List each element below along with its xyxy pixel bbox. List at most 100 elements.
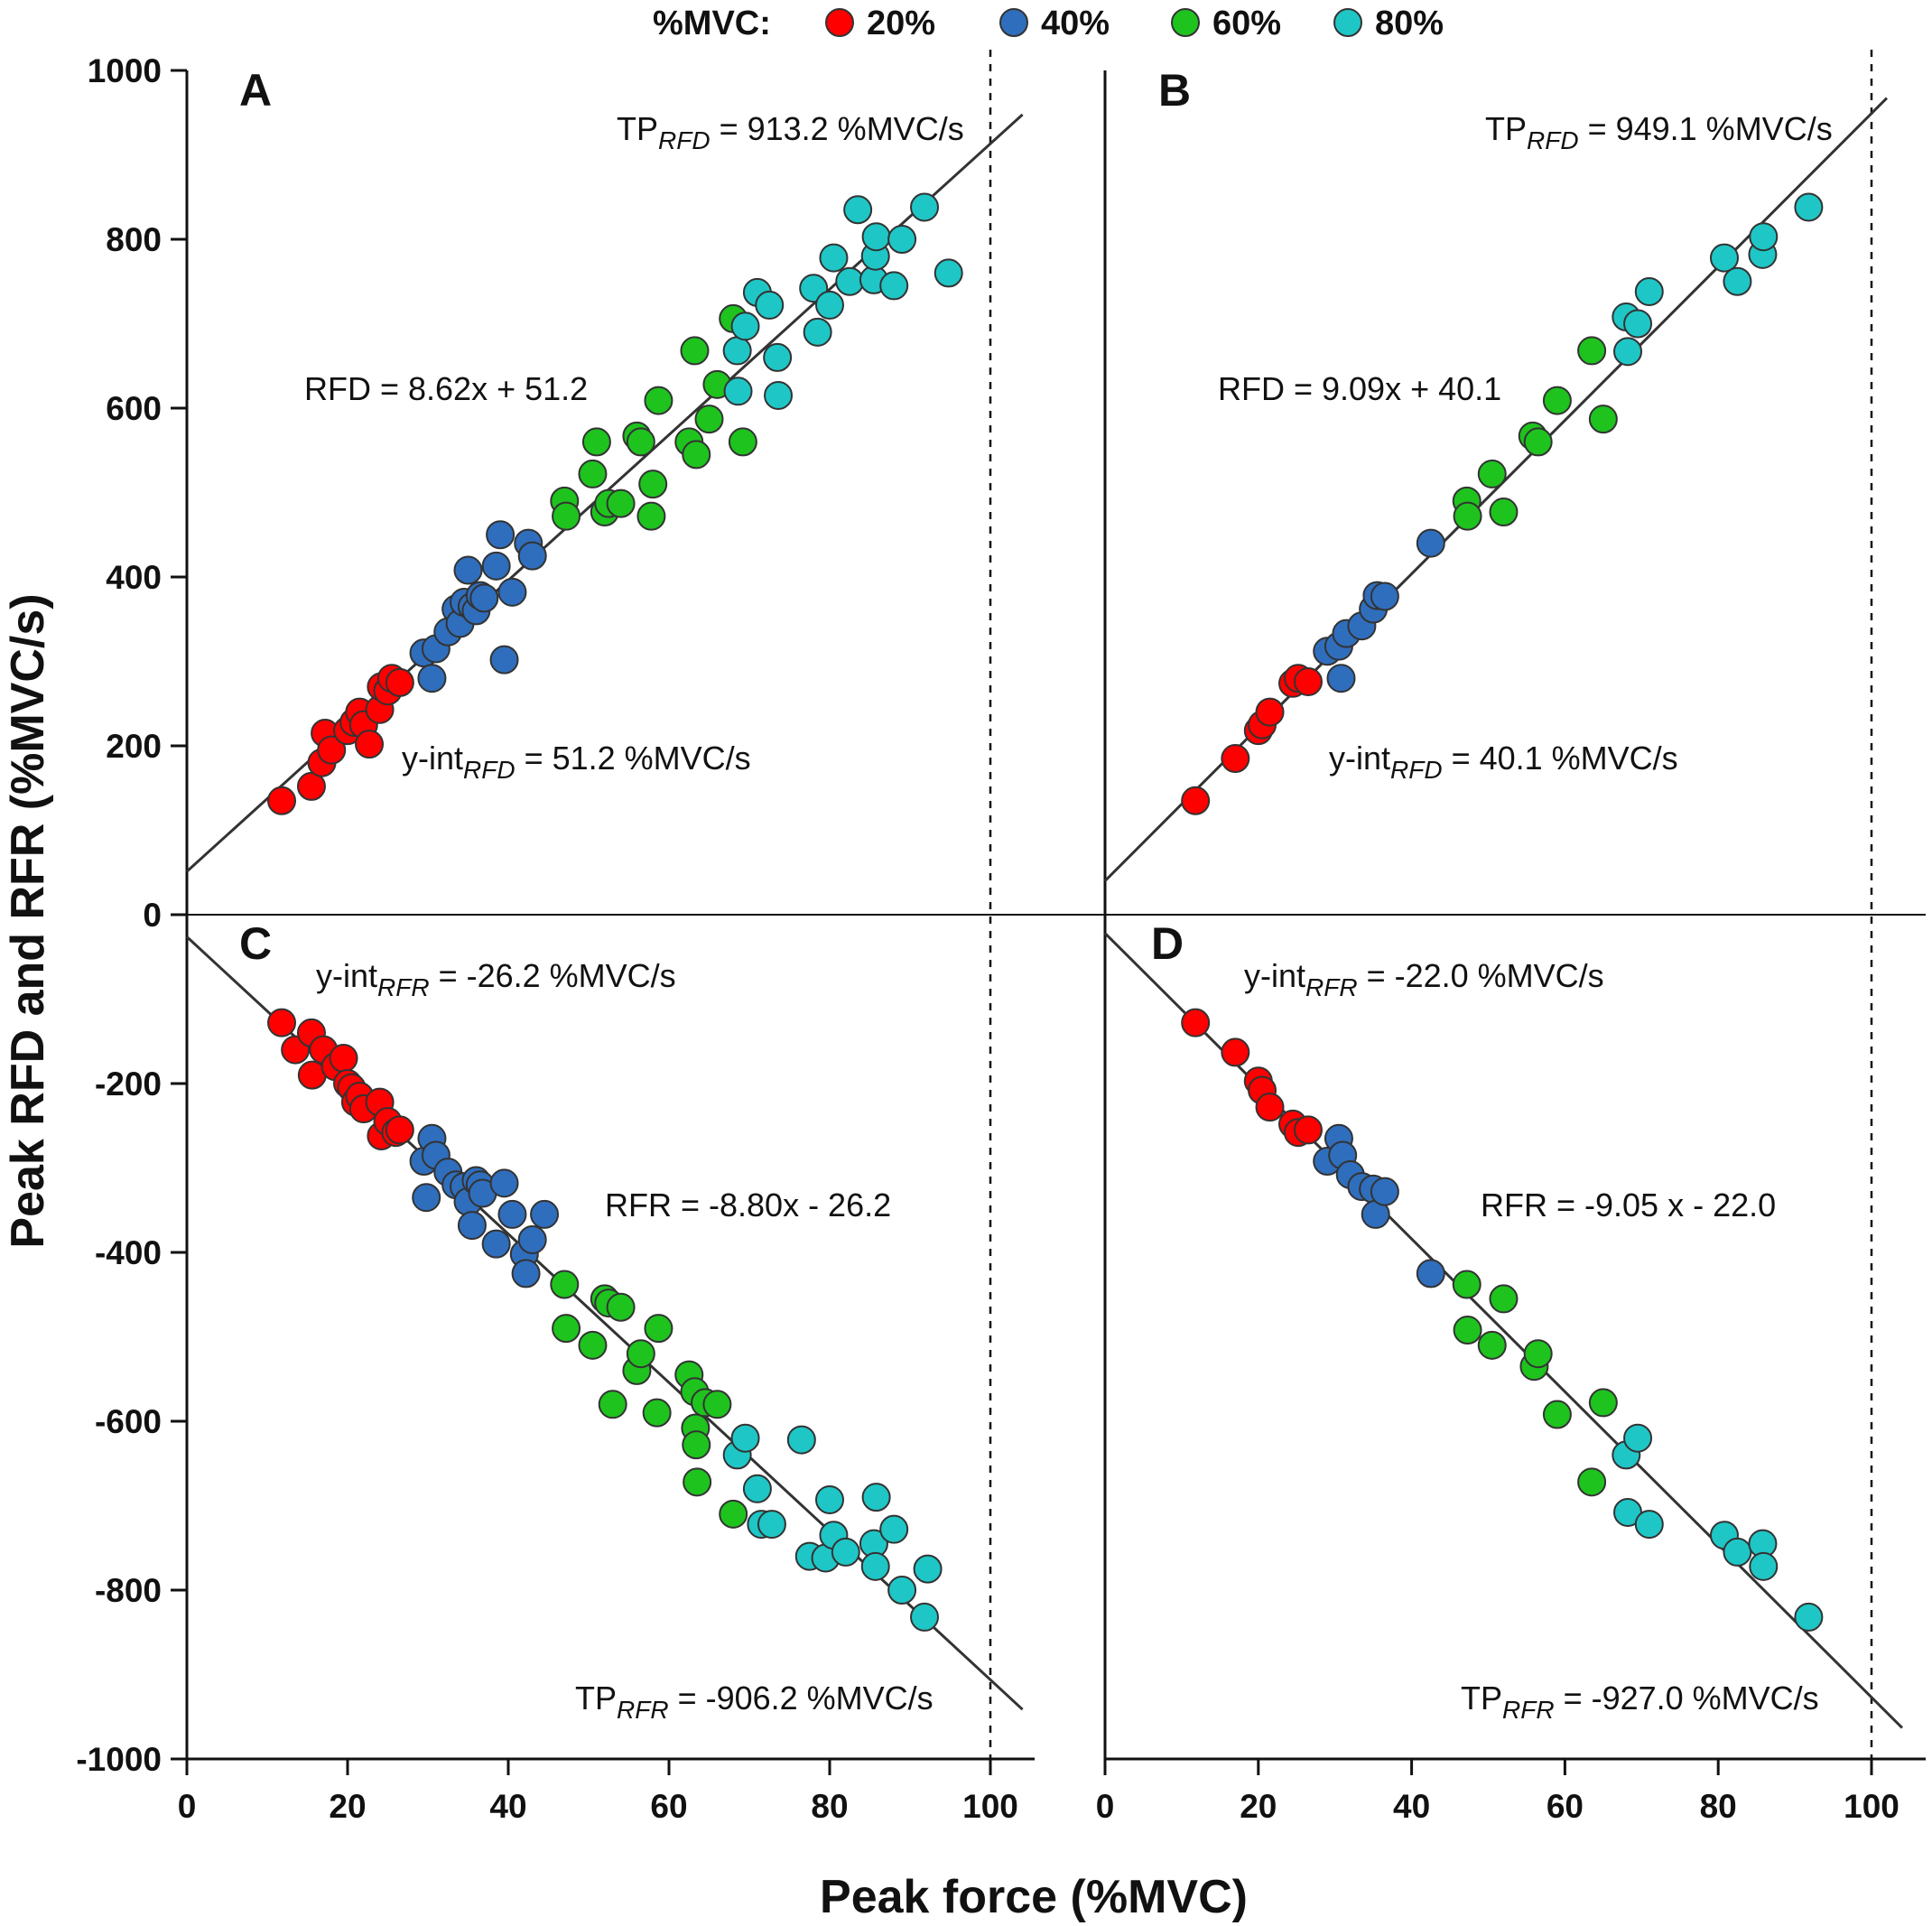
data-point-80	[1634, 276, 1664, 306]
data-point-60	[578, 1330, 608, 1360]
data-point-80	[1613, 337, 1643, 367]
data-point-60	[719, 1499, 748, 1529]
data-point-60	[1588, 405, 1618, 434]
data-point-60	[1523, 1339, 1553, 1369]
data-point-80	[887, 1576, 917, 1605]
x-tick-label: 100	[962, 1788, 1018, 1825]
data-point-80	[815, 1484, 844, 1514]
data-point-20	[1255, 1093, 1285, 1122]
data-point-40	[1416, 1259, 1445, 1289]
data-point-60	[1588, 1388, 1618, 1418]
data-point-80	[913, 1554, 943, 1584]
data-point-40	[489, 1168, 519, 1198]
legend-label-60: 60%	[1212, 5, 1281, 42]
x-tick-label: 0	[1096, 1788, 1115, 1825]
data-point-80	[742, 1474, 772, 1503]
data-point-40	[457, 1211, 487, 1241]
data-point-80	[861, 1483, 891, 1512]
y-tick-label: -400	[95, 1234, 162, 1271]
data-point-80	[1794, 1602, 1824, 1632]
data-point-60	[581, 427, 611, 457]
tp-annotation: TPRFD = 913.2 %MVC/s	[617, 110, 964, 154]
data-point-60	[606, 488, 636, 518]
data-point-80	[860, 1551, 890, 1581]
data-point-60	[680, 336, 710, 366]
data-point-60	[1489, 1284, 1519, 1314]
data-point-60	[636, 501, 666, 531]
data-point-80	[764, 380, 794, 410]
x-axis-title: Peak force (%MVC)	[820, 1871, 1248, 1923]
panel-c: C RFR = -8.80x - 26.2 TPRFR = -906.2 %MVC/…	[185, 918, 1024, 1724]
fit-equation: RFD = 8.62x + 51.2	[304, 370, 588, 407]
legend-label-80: 80%	[1375, 5, 1444, 42]
data-point-60	[578, 459, 608, 488]
data-point-20	[385, 667, 414, 697]
data-point-40	[486, 520, 516, 550]
data-point-60	[1542, 1400, 1572, 1429]
y-tick-label: 0	[143, 897, 162, 934]
data-point-40	[517, 1224, 547, 1254]
data-point-40	[481, 1229, 511, 1259]
y-tick-label: -200	[95, 1065, 162, 1103]
data-point-40	[1416, 528, 1445, 558]
data-point-20	[385, 1115, 414, 1145]
x-tick-label: 20	[1240, 1788, 1277, 1825]
data-point-20	[1221, 1037, 1250, 1067]
y-tick-label: -600	[95, 1403, 162, 1440]
panel-letter: D	[1151, 918, 1184, 969]
data-point-60	[1489, 498, 1519, 527]
x-tick-label: 0	[178, 1788, 197, 1825]
data-point-80	[1634, 1510, 1664, 1540]
y-intercept-annotation: y-intRFD = 40.1 %MVC/s	[1329, 740, 1678, 784]
data-point-40	[481, 551, 511, 581]
data-point-40	[497, 1199, 527, 1229]
data-point-80	[933, 258, 963, 288]
data-point-80	[843, 195, 873, 225]
data-point-60	[626, 1339, 655, 1369]
y-intercept-annotation: y-intRFR = -22.0 %MVC/s	[1244, 957, 1604, 1001]
data-point-80	[887, 225, 917, 254]
legend-item-80: 80%	[1333, 5, 1444, 42]
data-point-60	[1477, 1330, 1507, 1360]
data-point-80	[1794, 192, 1824, 222]
data-point-40	[511, 1259, 541, 1289]
legend: %MVC: 20% 40% 60% 80%	[653, 5, 1444, 42]
legend-marker-20	[825, 8, 854, 37]
data-point-80	[910, 192, 940, 222]
data-point-60	[1453, 501, 1482, 531]
panel-letter: C	[239, 918, 272, 969]
x-tick-label: 60	[1547, 1788, 1584, 1825]
data-point-40	[1370, 582, 1399, 611]
legend-marker-40	[999, 8, 1028, 37]
x-tick-label: 20	[329, 1788, 366, 1825]
y-tick-label: -800	[95, 1572, 162, 1609]
data-point-60	[644, 1314, 673, 1344]
data-point-80	[730, 1423, 760, 1453]
data-point-80	[755, 290, 785, 320]
data-point-60	[552, 1314, 581, 1344]
data-point-20	[267, 786, 297, 815]
data-point-40	[489, 645, 519, 675]
legend-marker-60	[1171, 8, 1200, 37]
data-point-40	[1370, 1177, 1399, 1206]
axes: 0 20 40 60 80 100 0 20 40 60 80 100-1000-800-600-40…	[76, 50, 1926, 1825]
data-point-60	[638, 470, 668, 499]
data-point-80	[803, 317, 832, 347]
tp-annotation: TPRFR = -927.0 %MVC/s	[1461, 1679, 1819, 1724]
y-tick-label: 800	[106, 221, 162, 258]
data-point-60	[682, 1430, 711, 1460]
data-point-40	[497, 577, 527, 607]
data-point-60	[642, 1398, 672, 1428]
data-point-60	[683, 1467, 712, 1497]
data-point-60	[682, 440, 711, 470]
data-point-20	[355, 730, 385, 759]
data-point-60	[1452, 1270, 1482, 1299]
data-point-80	[1709, 243, 1739, 273]
legend-title: %MVC:	[653, 5, 771, 42]
panel-b: B RFD = 9.09x + 40.1 TPRFD = 949.1 %MVC/s y…	[1103, 65, 1889, 882]
data-point-60	[552, 501, 581, 531]
data-point-60	[644, 386, 673, 415]
data-point-80	[757, 1510, 786, 1540]
